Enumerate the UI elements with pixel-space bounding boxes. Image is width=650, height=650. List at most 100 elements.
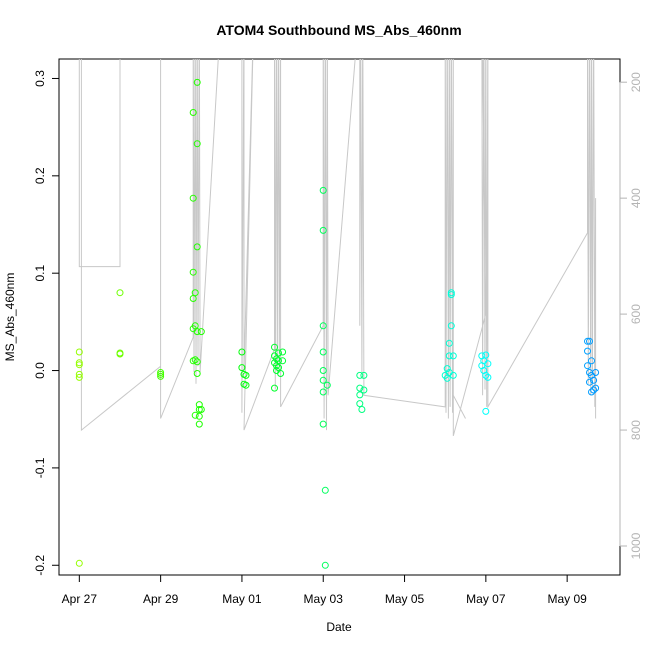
data-point bbox=[321, 486, 329, 494]
data-point bbox=[319, 186, 327, 194]
data-point bbox=[238, 348, 246, 356]
data-point bbox=[279, 357, 287, 365]
data-point bbox=[75, 373, 83, 381]
data-point bbox=[321, 561, 329, 569]
y2-tick-label: 400 bbox=[629, 188, 643, 208]
x-tick-label: May 03 bbox=[304, 592, 344, 606]
data-point bbox=[484, 373, 492, 381]
x-tick-label: Apr 29 bbox=[143, 592, 179, 606]
data-point bbox=[360, 386, 368, 394]
data-point bbox=[584, 337, 591, 345]
data-point bbox=[482, 371, 490, 379]
data-point bbox=[590, 376, 598, 384]
data-point bbox=[75, 361, 83, 369]
y2-tick-label: 800 bbox=[629, 420, 643, 440]
y2-tick-label: 200 bbox=[629, 72, 643, 92]
data-point bbox=[319, 367, 327, 374]
data-point bbox=[319, 322, 327, 330]
data-point bbox=[157, 372, 165, 380]
data-point bbox=[590, 386, 598, 394]
data-point bbox=[193, 243, 201, 251]
y-tick-label: 0.3 bbox=[33, 70, 47, 87]
data-point bbox=[193, 140, 201, 148]
data-point bbox=[356, 384, 364, 392]
data-point bbox=[356, 371, 364, 379]
y-axis: -0.2 -0.1 0.0 0.1 0.2 0.3 bbox=[33, 70, 60, 576]
data-point bbox=[75, 348, 83, 356]
data-point bbox=[189, 109, 197, 116]
data-point bbox=[449, 371, 457, 379]
data-point bbox=[157, 370, 165, 378]
x-tick-label: May 09 bbox=[547, 592, 587, 606]
data-point bbox=[279, 348, 287, 356]
y-axis-label: MS_Abs_460nm bbox=[3, 273, 17, 362]
data-point bbox=[275, 357, 282, 365]
x-tick-label: May 01 bbox=[222, 592, 262, 606]
y-tick-label: 0.2 bbox=[33, 167, 47, 184]
data-point bbox=[271, 384, 278, 392]
data-point bbox=[443, 365, 451, 373]
data-point bbox=[191, 411, 199, 419]
data-point bbox=[197, 328, 205, 336]
data-point bbox=[445, 339, 453, 347]
y2-tick-label: 1000 bbox=[629, 532, 643, 559]
data-point bbox=[586, 337, 593, 345]
data-point bbox=[319, 226, 327, 234]
data-point bbox=[273, 355, 280, 363]
data-point bbox=[189, 194, 197, 202]
data-point bbox=[116, 289, 124, 297]
data-point bbox=[356, 391, 364, 399]
y-tick-label: 0.0 bbox=[33, 362, 47, 379]
data-point bbox=[195, 420, 203, 428]
data-point bbox=[193, 358, 201, 366]
data-point bbox=[356, 400, 364, 408]
data-point bbox=[484, 360, 492, 368]
y2-axis: 200 400 600 800 1000 bbox=[619, 72, 643, 559]
data-point bbox=[447, 289, 455, 297]
x-tick-label: Apr 27 bbox=[62, 592, 98, 606]
data-point bbox=[445, 352, 453, 360]
data-point bbox=[319, 348, 327, 356]
data-point bbox=[588, 357, 595, 365]
data-point bbox=[447, 322, 455, 330]
data-point bbox=[319, 388, 327, 396]
data-point bbox=[157, 369, 165, 376]
data-point bbox=[588, 388, 595, 396]
chart-title: ATOM4 Southbound MS_Abs_460nm bbox=[216, 22, 461, 38]
plot-area bbox=[58, 58, 621, 576]
data-point bbox=[275, 364, 282, 372]
data-point bbox=[360, 371, 368, 379]
data-point bbox=[75, 359, 83, 367]
data-point bbox=[277, 370, 285, 377]
data-point bbox=[193, 328, 201, 336]
data-point bbox=[584, 362, 591, 370]
data-point bbox=[193, 370, 201, 377]
depth-line bbox=[78, 59, 597, 437]
data-point bbox=[193, 78, 201, 86]
x-tick-label: May 05 bbox=[385, 592, 425, 606]
data-point bbox=[482, 351, 490, 359]
data-point bbox=[197, 406, 205, 413]
data-point bbox=[238, 364, 246, 372]
data-point bbox=[586, 378, 593, 386]
data-point bbox=[319, 376, 327, 384]
y2-tick-label: 600 bbox=[629, 304, 643, 324]
data-point bbox=[323, 381, 331, 389]
data-point bbox=[116, 350, 124, 358]
data-point bbox=[75, 559, 83, 567]
data-point bbox=[271, 343, 278, 351]
data-point bbox=[75, 370, 83, 378]
data-point bbox=[592, 384, 600, 392]
data-point bbox=[449, 352, 457, 360]
data-point bbox=[275, 349, 282, 357]
y-tick-label: -0.2 bbox=[33, 555, 47, 576]
y-tick-label: -0.1 bbox=[33, 457, 47, 478]
data-point bbox=[189, 268, 197, 276]
y-tick-label: 0.1 bbox=[33, 265, 47, 282]
data-point bbox=[191, 356, 199, 364]
data-points bbox=[75, 78, 600, 569]
data-point bbox=[195, 412, 203, 420]
data-point bbox=[242, 371, 250, 379]
data-point bbox=[482, 407, 490, 415]
